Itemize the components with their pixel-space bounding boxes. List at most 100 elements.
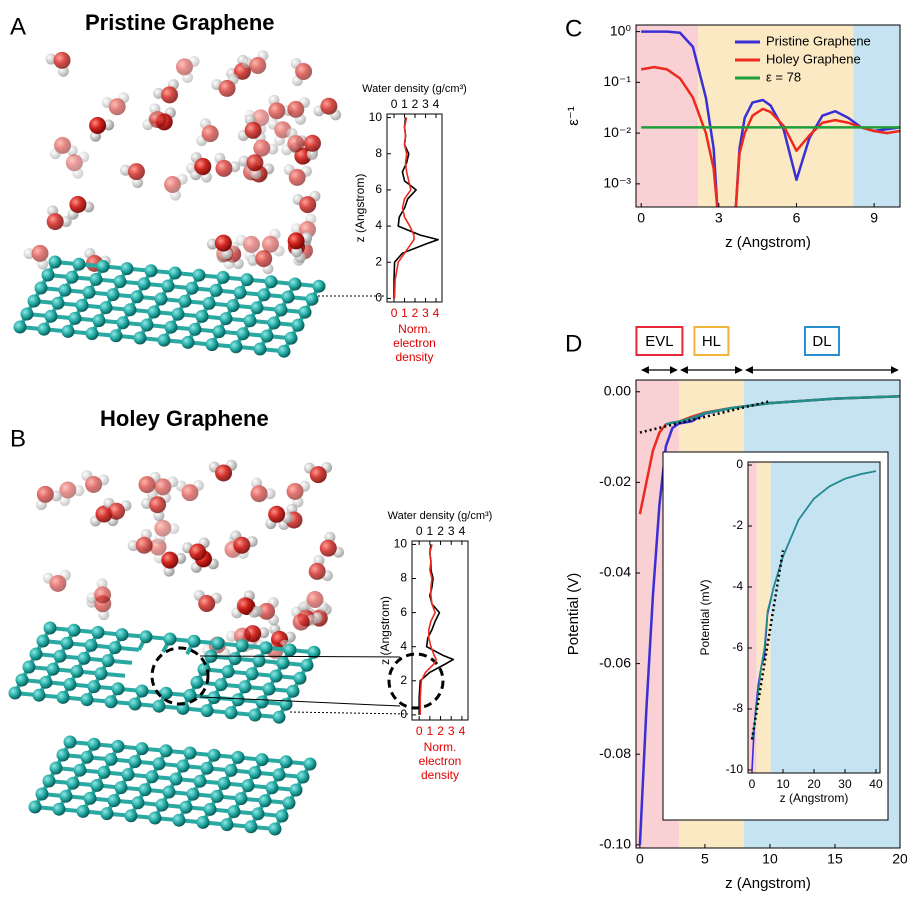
carbon-atom [213,325,226,338]
x-tick-label: 15 [827,851,843,867]
carbon-atom [131,290,144,303]
panel-label: D [565,330,582,357]
y-tick-label: 0 [400,707,407,721]
graphene-sheet [14,256,326,358]
water-molecule [196,118,219,146]
region-label: HL [702,333,721,350]
x2-axis-label: Water density (g/cm³) [388,510,493,522]
oxygen-atom [268,102,285,119]
y-tick-label: 10⁰ [610,22,632,38]
carbon-atom [92,626,105,639]
x-axis-label: Norm. electron density [405,740,475,782]
carbon-atom [47,663,60,676]
carbon-atom [107,288,120,301]
carbon-atom [201,704,214,717]
carbon-atom [141,319,154,332]
panel-title: Pristine Graphene [85,10,275,35]
carbon-atom [98,766,111,779]
water-molecule [300,591,328,612]
y-tick-label: 8 [375,146,382,160]
carbon-atom [125,809,138,822]
y-tick-label: 10⁻³ [603,175,631,191]
oxygen-atom [108,503,125,520]
carbon-atom [28,295,41,308]
oxygen-atom [202,125,219,142]
carbon-atom [117,316,130,329]
x-axis-label: Norm. electron density [380,322,450,364]
carbon-atom [249,766,262,779]
carbon-atom [91,779,104,792]
oxygen-atom [237,597,254,614]
x-tick-label: 9 [870,210,878,226]
carbon-atom [212,637,225,650]
oxygen-atom [149,111,166,128]
carbon-atom [136,685,149,698]
oxygen-atom [253,140,270,157]
water-molecule [68,196,95,220]
legend-label: ε = 78 [766,69,801,84]
panel-label: C [565,15,582,42]
carbon-atom [162,280,175,293]
carbon-atom [102,654,115,667]
water-molecule [292,191,320,213]
water-molecule [291,58,313,86]
y-axis-label: Potential (mV) [698,579,712,655]
y-tick-label: 0 [375,291,382,305]
water-molecule [120,163,145,188]
carbon-atom [110,329,123,342]
oxygen-atom [310,466,327,483]
y-tick-label: -0.04 [599,564,631,580]
carbon-atom [285,332,298,345]
carbon-atom [49,256,62,269]
x-tick-label: 20 [892,851,907,867]
oxygen-atom [249,57,266,74]
carbon-atom [9,687,22,700]
carbon-atom [81,751,94,764]
carbon-atom [76,299,89,312]
carbon-atom [136,742,149,755]
carbon-atom [129,698,142,711]
x2-tick-label: 0 [391,97,398,111]
graphene-sheet [29,736,317,836]
carbon-atom [287,685,300,698]
carbon-atom [88,680,101,693]
region-band [636,25,698,207]
carbon-atom [294,672,307,685]
carbon-atom [273,711,286,724]
water-molecule [142,103,166,130]
x-tick-label: 3 [422,306,429,320]
carbon-atom [249,709,262,722]
carbon-atom [210,284,223,297]
oxygen-atom [251,485,268,502]
carbon-atom [306,293,319,306]
x-tick-label: 3 [448,724,455,738]
carbon-atom [313,280,326,293]
series-line [394,118,438,299]
carbon-atom [211,790,224,803]
oxygen-atom [288,232,305,249]
water-molecule [46,52,71,77]
x-tick-label: 4 [433,306,440,320]
carbon-atom [292,319,305,332]
water-molecule [304,462,332,483]
panel-label: B [10,425,26,452]
carbon-atom [112,740,125,753]
water-molecule [154,520,179,545]
carbon-atom [62,325,75,338]
carbon-atom [245,820,258,833]
water-molecule [47,205,72,230]
carbon-atom [64,678,77,691]
x-tick-label: 0 [416,724,423,738]
carbon-atom [121,262,134,275]
water-molecule [309,555,333,581]
oxygen-atom [287,101,304,118]
water-molecule [24,245,49,270]
molecular-art [9,50,344,835]
y-tick-label: -4 [732,579,743,593]
carbon-atom [40,676,53,689]
water-molecule [153,79,179,103]
x-tick-label: 6 [793,210,801,226]
carbon-atom [180,801,193,814]
carbon-atom [189,323,202,336]
carbon-atom [29,801,42,814]
